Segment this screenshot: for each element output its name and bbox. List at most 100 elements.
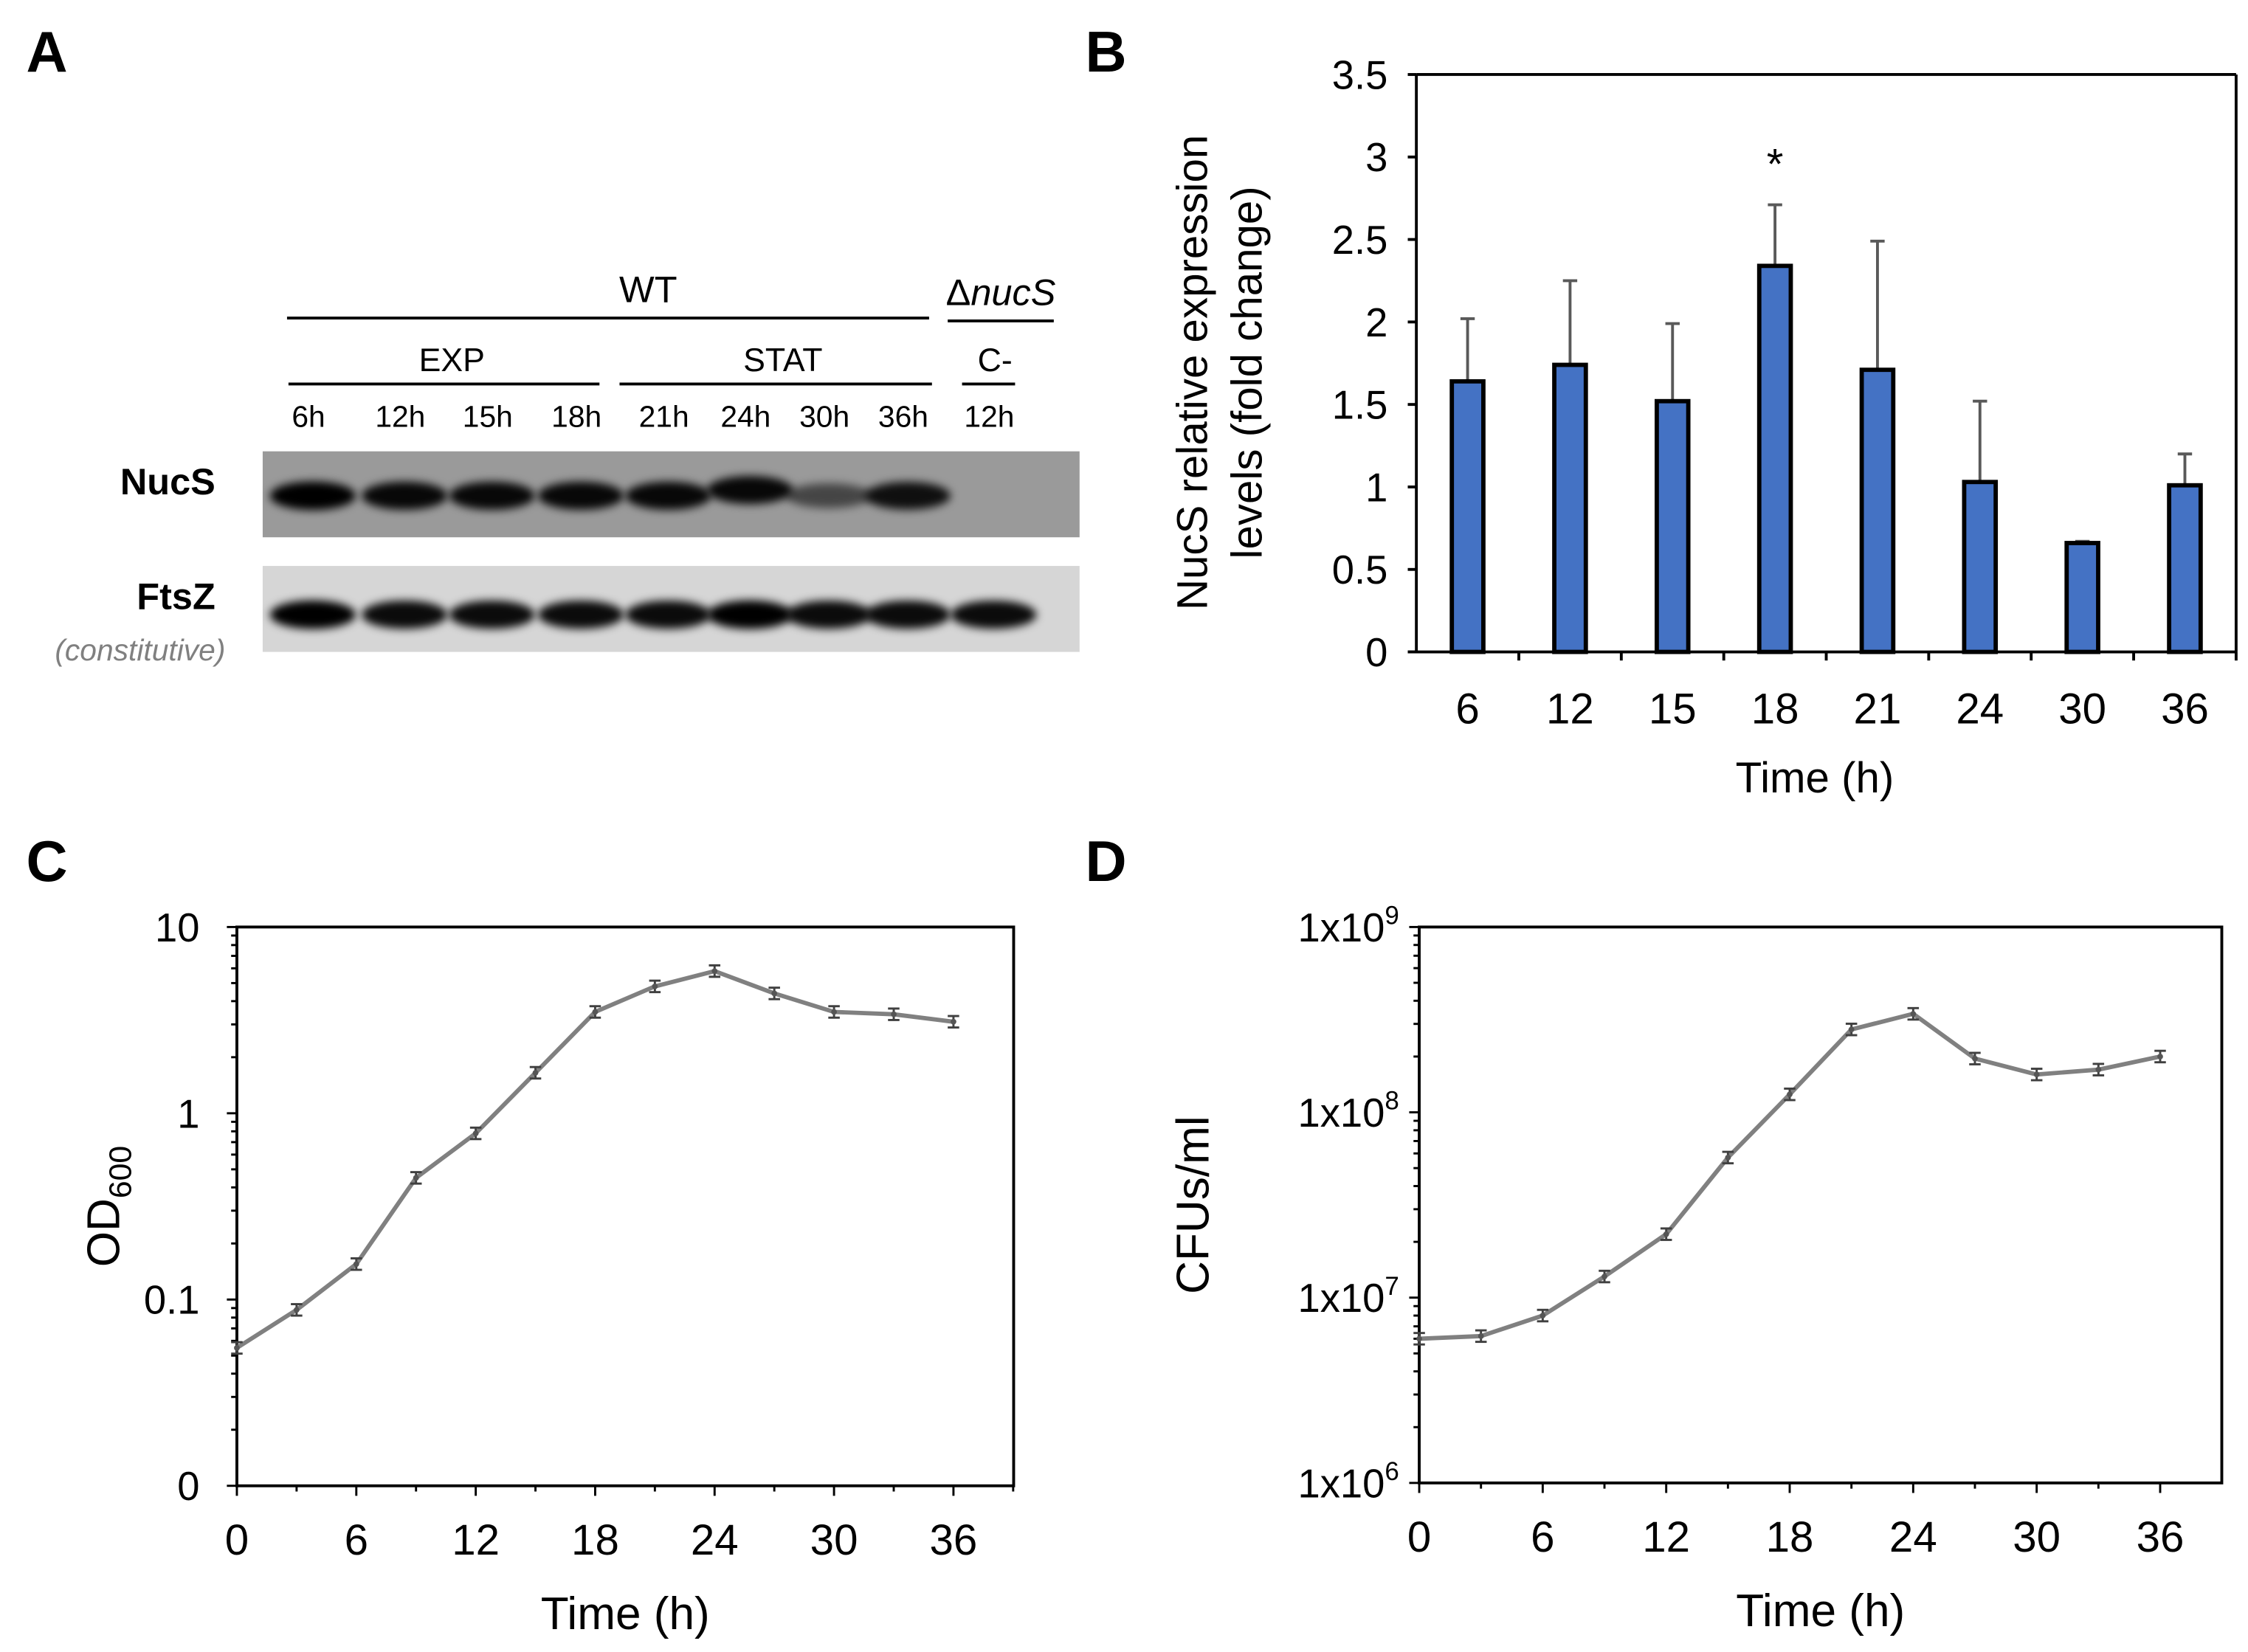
y-tick-base: 1x10	[1298, 1461, 1385, 1506]
lane-label: 12h	[964, 400, 1014, 434]
x-tick-label: 24	[691, 1516, 739, 1564]
lane-label: 15h	[463, 400, 513, 434]
x-tick-label: 6	[1531, 1513, 1554, 1561]
x-tick-label: 15	[1649, 685, 1697, 733]
data-point	[1416, 1335, 1422, 1342]
lane-label: 24h	[720, 400, 770, 434]
lane-label: 6h	[292, 400, 325, 434]
y-tick-exponent: 8	[1385, 1087, 1399, 1116]
blot-row-label: FtsZ	[137, 575, 216, 617]
significance-marker: *	[1767, 141, 1784, 189]
mutant-label: ΔnucS	[946, 272, 1056, 314]
x-axis-title: Time (h)	[1736, 1586, 1905, 1637]
blot-band	[625, 481, 711, 511]
data-point	[2157, 1054, 2163, 1060]
data-point	[1540, 1313, 1546, 1319]
data-point	[1848, 1026, 1855, 1033]
x-tick-label: 30	[2013, 1513, 2061, 1561]
mutant-name: nucS	[970, 272, 1055, 314]
y-tick-label: 0.5	[1332, 547, 1388, 592]
y-tick-label: 3.5	[1332, 52, 1388, 97]
blot-band	[269, 481, 356, 511]
data-point	[831, 1009, 837, 1015]
y-tick-label: 0.1	[144, 1278, 200, 1323]
x-tick-label: 21	[1854, 685, 1902, 733]
y-axis-title-line1: NucS relative expression	[1169, 135, 1217, 610]
x-tick-label: 12	[1642, 1513, 1690, 1561]
x-axis-title: Time (h)	[541, 1589, 710, 1639]
blot-band	[706, 475, 793, 505]
western-blot-panel: WT ΔnucS EXP STAT C- 6h 12h 15h 18h 21h 24h 30…	[55, 269, 1080, 667]
x-tick-label: 36	[2137, 1513, 2185, 1561]
data-point	[2095, 1066, 2102, 1073]
plot-frame	[235, 925, 1016, 1487]
blot-band	[361, 600, 448, 629]
y-tick-label: 1.5	[1332, 383, 1388, 428]
data-point	[1972, 1055, 1978, 1062]
x-tick-label: 6	[1455, 685, 1479, 733]
data-point	[1787, 1091, 1793, 1098]
data-point	[592, 1009, 599, 1015]
x-tick-label: 0	[225, 1516, 249, 1564]
y-axis-title-subscript: 600	[103, 1146, 138, 1198]
x-tick-label: 36	[930, 1516, 978, 1564]
y-tick-base: 1x10	[1298, 1276, 1385, 1321]
wt-label: WT	[619, 269, 677, 311]
panel-label-a: A	[27, 21, 68, 84]
x-tick-label: 36	[2161, 685, 2209, 733]
blot-row-sublabel: (constitutive)	[55, 633, 225, 667]
bar-21	[1859, 367, 1896, 654]
blot-band	[706, 600, 793, 629]
data-point	[1601, 1273, 1607, 1279]
data-point	[891, 1011, 897, 1017]
lane-label: 30h	[799, 400, 849, 434]
x-tick-label: 24	[1956, 685, 2004, 733]
bar-18	[1756, 263, 1793, 654]
bar-36	[2167, 483, 2203, 654]
data-point	[1663, 1231, 1669, 1237]
lane-label: 36h	[878, 400, 928, 434]
x-tick-label: 18	[571, 1516, 619, 1564]
blot-band	[785, 600, 872, 629]
y-tick-label: 10	[155, 905, 199, 950]
data-point	[293, 1307, 300, 1313]
line-chart-od600: 0 0.1 1 10 0 6 12 18 24 30 36 Time (h) OD600	[79, 905, 1016, 1639]
blot-band	[269, 600, 356, 629]
x-tick-label: 24	[1889, 1513, 1937, 1561]
y-tick-label: 0	[177, 1464, 199, 1509]
bar-30	[2064, 541, 2100, 654]
data-point	[1910, 1011, 1917, 1017]
data-point	[532, 1070, 539, 1076]
y-axis-title-main: CFUs/ml	[1168, 1116, 1219, 1294]
y-tick-exponent: 6	[1385, 1457, 1399, 1486]
data-point	[1725, 1154, 1731, 1161]
panel-label-b: B	[1086, 21, 1127, 84]
blot-band	[864, 600, 951, 629]
bar-12	[1552, 362, 1588, 654]
blot-band	[361, 481, 448, 511]
bar-chart-expression: 0 0.5 1 1.5 2 2.5 3 3.5 6 12 15 18 21 24 30 36 * Time (h)…	[1169, 52, 2238, 802]
data-point	[234, 1344, 240, 1351]
x-tick-label: 30	[810, 1516, 858, 1564]
lane-label: 21h	[639, 400, 689, 434]
y-tick-label: 1	[1365, 465, 1387, 510]
y-tick-label: 1x107	[1298, 1272, 1399, 1321]
data-point	[353, 1261, 359, 1268]
blot-row-label: NucS	[120, 460, 216, 502]
panel-label-c: C	[27, 830, 68, 894]
y-tick-base: 1x10	[1298, 905, 1385, 950]
y-tick-label: 1x106	[1298, 1457, 1399, 1506]
y-tick-label: 0	[1365, 630, 1387, 675]
bar-24	[1962, 480, 1999, 654]
y-tick-base: 1x10	[1298, 1091, 1385, 1136]
panel-label-d: D	[1086, 830, 1127, 894]
blot-band	[951, 600, 1037, 629]
y-tick-label: 1x109	[1298, 902, 1399, 950]
x-tick-label: 18	[1766, 1513, 1814, 1561]
blot-band	[449, 600, 535, 629]
lane-label: 12h	[375, 400, 425, 434]
x-axis-title: Time (h)	[1736, 754, 1894, 802]
x-tick-label: 6	[345, 1516, 368, 1564]
